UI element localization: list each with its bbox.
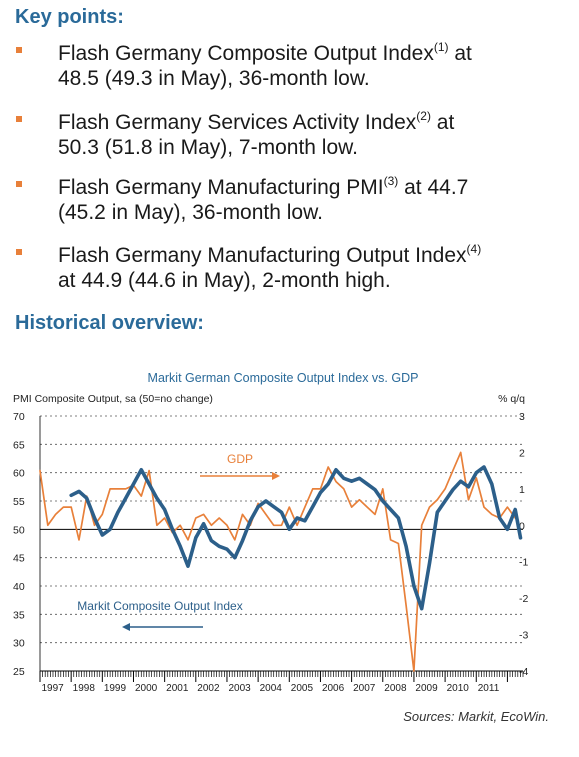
key-point-text: Flash Germany Composite Output Index(1) … xyxy=(58,40,472,90)
gdp-series-line xyxy=(39,451,517,672)
x-tick-label: 2009 xyxy=(415,683,438,694)
pmi-series-line xyxy=(69,465,523,611)
right-tick-label: 0 xyxy=(519,520,525,532)
bullet-marker xyxy=(16,47,22,53)
right-tick-label: 2 xyxy=(519,447,525,459)
pmi-arrow-head xyxy=(122,623,130,631)
left-tick-labels: 70 65 60 55 50 45 40 35 30 25 xyxy=(13,411,25,678)
left-tick-label: 65 xyxy=(13,439,25,451)
x-tick-label: 2002 xyxy=(197,683,220,694)
left-tick-label: 35 xyxy=(13,609,25,621)
left-axis-title: PMI Composite Output, sa (50=no change) xyxy=(13,393,213,405)
gdp-arrow-head xyxy=(272,472,280,480)
x-tick-label: 2011 xyxy=(478,683,500,694)
x-tick-label: 1997 xyxy=(42,683,65,694)
right-tick-label: -4 xyxy=(519,666,528,678)
gdp-annotation: GDP xyxy=(227,452,253,466)
right-tick-label: 3 xyxy=(519,411,525,423)
chart-title: Markit German Composite Output Index vs.… xyxy=(148,371,419,385)
right-tick-labels: 3 2 1 0 -1 -2 -3 -4 xyxy=(519,411,528,678)
gridlines xyxy=(40,415,523,644)
key-point-1: Flash Germany Composite Output Index(1) … xyxy=(16,41,571,96)
pmi-gdp-chart: Markit German Composite Output Index vs.… xyxy=(13,371,528,694)
bullet-marker xyxy=(16,116,22,122)
series-lines xyxy=(39,451,523,672)
key-point-2: Flash Germany Services Activity Index(2)… xyxy=(16,110,571,165)
x-tick-label: 2000 xyxy=(135,683,158,694)
x-tick-label: 2005 xyxy=(291,683,314,694)
left-tick-label: 45 xyxy=(13,553,25,565)
key-point-text: Flash Germany Manufacturing Output Index… xyxy=(58,242,482,292)
left-tick-label: 55 xyxy=(13,496,25,508)
x-tick-label: 2001 xyxy=(166,683,189,694)
x-tick-label: 2008 xyxy=(384,683,407,694)
x-axis: 1997 1998 1999 2000 2001 2002 2003 2004 2005 2006… xyxy=(39,416,524,694)
left-tick-label: 60 xyxy=(13,468,25,480)
x-tick-label: 2007 xyxy=(353,683,376,694)
right-tick-label: -3 xyxy=(519,630,528,642)
bullet-marker xyxy=(16,181,22,187)
bullet-marker xyxy=(16,249,22,255)
left-tick-label: 30 xyxy=(13,638,25,650)
left-tick-label: 50 xyxy=(13,524,25,536)
right-axis-title: % q/q xyxy=(498,393,525,405)
x-tick-label: 2010 xyxy=(447,683,470,694)
left-tick-label: 25 xyxy=(13,666,25,678)
key-point-text: Flash Germany Services Activity Index(2)… xyxy=(58,109,455,159)
left-tick-label: 70 xyxy=(13,411,25,423)
right-tick-label: 1 xyxy=(519,484,525,496)
right-tick-label: -1 xyxy=(519,557,528,569)
right-tick-label: -2 xyxy=(519,593,528,605)
pmi-annotation: Markit Composite Output Index xyxy=(77,599,242,613)
chart-source: Sources: Markit, EcoWin. xyxy=(403,709,549,724)
x-tick-label: 1999 xyxy=(104,683,127,694)
key-point-text: Flash Germany Manufacturing PMI(3) at 44… xyxy=(58,174,469,224)
annotations: GDP Markit Composite Output Index xyxy=(77,452,280,631)
x-tick-label: 1998 xyxy=(73,683,96,694)
left-tick-label: 40 xyxy=(13,581,25,593)
key-points-heading: Key points: xyxy=(15,6,124,28)
historical-overview-heading: Historical overview: xyxy=(15,312,204,334)
key-point-3: Flash Germany Manufacturing PMI(3) at 44… xyxy=(16,175,571,230)
x-tick-label: 2003 xyxy=(228,683,251,694)
x-tick-label: 2004 xyxy=(260,683,283,694)
key-point-4: Flash Germany Manufacturing Output Index… xyxy=(16,243,571,298)
x-tick-label: 2006 xyxy=(322,683,345,694)
